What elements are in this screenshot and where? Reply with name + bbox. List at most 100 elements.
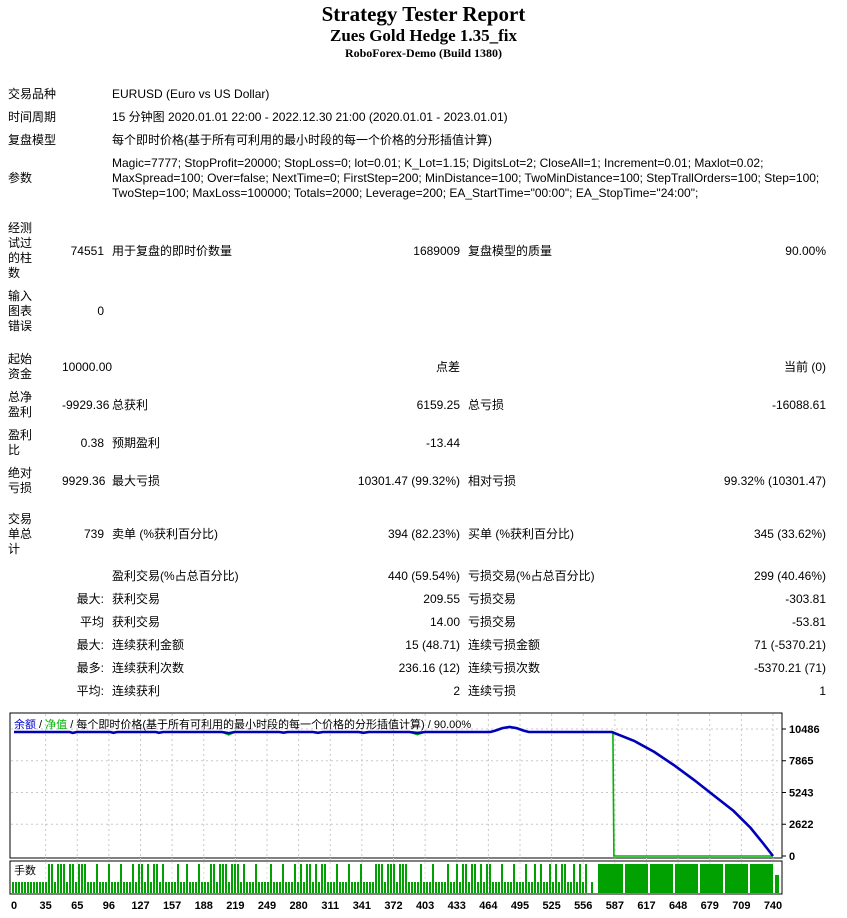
row-value-1: 平均:: [76, 684, 104, 698]
svg-text:249: 249: [258, 900, 276, 912]
row-label: [8, 688, 62, 696]
report-row: 平均: 连续获利 2 连续亏损 1: [8, 680, 826, 703]
row-label-2: 卖单 (%获利百分比): [112, 527, 218, 541]
svg-text:341: 341: [353, 900, 371, 912]
row-label-2: [104, 308, 310, 316]
row-text: 每个即时价格(基于所有可利用的最小时段的每一个价格的分形插值计算): [112, 133, 492, 147]
report-row: 输入 图表 错误 0: [8, 285, 826, 338]
equity-chart: 余额 / 净值 / 每个即时价格(基于所有可利用的最小时段的每一个价格的分形插值…: [0, 711, 847, 918]
row-label: 绝对 亏损: [8, 466, 33, 495]
row-label: 盈利 比: [8, 428, 33, 457]
row-text: 15 分钟图 2020.01.01 22:00 - 2022.12.30 21:…: [112, 110, 508, 124]
chart-canvas: 10486 7865 5243 2622 0 手数 0 35 65 96 127 157 188 219 2…: [9, 712, 820, 912]
legend-separator: /: [67, 719, 77, 731]
row-label: 输入 图表 错误: [8, 289, 33, 333]
svg-text:740: 740: [764, 900, 782, 912]
report-row: 最大: 获利交易 209.55 亏损交易 -303.81: [8, 588, 826, 611]
row-value-1: 74551: [70, 243, 104, 258]
row-value-3: 71 (-5370.21): [753, 638, 826, 652]
row-value-2: 14.00: [429, 615, 460, 629]
row-value-2: 点差: [435, 359, 460, 374]
legend-quality-label: 90.00%: [433, 719, 472, 731]
row-label-3: 买单 (%获利百分比): [468, 527, 574, 541]
row-label-3: 亏损交易: [468, 615, 517, 629]
row-value-3: [664, 439, 826, 447]
row-label-3: [460, 439, 664, 447]
row-label-3: 复盘模型的质量: [468, 243, 553, 258]
row-text: EURUSD (Euro vs US Dollar): [112, 87, 270, 101]
row-label: 总净 盈利: [8, 390, 33, 419]
row-label: 交易品种: [8, 87, 57, 101]
row-label-2: 获利交易: [112, 615, 161, 629]
svg-text:2622: 2622: [789, 819, 813, 831]
balance-line: [14, 725, 775, 857]
row-value-3: -16088.61: [771, 397, 826, 412]
row-value-3: 345 (33.62%): [753, 527, 826, 541]
row-value-2: [310, 308, 460, 316]
row-label-2: 最大亏损: [112, 473, 161, 488]
report-row: 最多: 连续获利次数 236.16 (12) 连续亏损次数 -5370.21 (71): [8, 657, 826, 680]
legend-balance-label: 余额: [14, 719, 36, 731]
row-value-3: -53.81: [791, 615, 826, 629]
row-label-3: [460, 308, 664, 316]
row-value-3: 299 (40.46%): [753, 569, 826, 583]
row-value-3: -303.81: [785, 592, 826, 606]
volume-title: 手数: [14, 863, 36, 877]
report-row: 复盘模型 每个即时价格(基于所有可利用的最小时段的每一个价格的分形插值计算): [8, 129, 826, 152]
row-label: 参数: [8, 171, 33, 185]
report-row: 最大: 连续获利金额 15 (48.71) 连续亏损金额 71 (-5370.21): [8, 634, 826, 657]
svg-text:0: 0: [789, 851, 795, 863]
volume-bars: [12, 864, 779, 893]
row-label: [8, 642, 62, 650]
row-value-1: [62, 137, 104, 145]
row-label-3: 亏损交易: [468, 592, 517, 606]
report-row: 总净 盈利 -9929.36 总获利 6159.25 总亏损 -16088.61: [8, 386, 826, 424]
report-header: Strategy Tester Report Zues Gold Hedge 1…: [0, 2, 847, 61]
report-row: 起始 资金 10000.00 点差 当前 (0): [8, 348, 826, 386]
row-value-1: [62, 91, 104, 99]
row-value-1: 10000.00: [62, 359, 113, 374]
row-value-3: 99.32% (10301.47): [723, 473, 826, 488]
svg-text:556: 556: [574, 900, 592, 912]
report-title: Strategy Tester Report: [321, 2, 526, 26]
svg-text:372: 372: [384, 900, 402, 912]
row-label-2: 连续获利次数: [112, 661, 185, 675]
server-build: RoboForex-Demo (Build 1380): [344, 46, 503, 60]
row-value-1: 最大:: [76, 638, 104, 652]
row-label-3: 连续亏损金额: [468, 638, 541, 652]
report-row: 参数 Magic=7777; StopProfit=20000; StopLoss…: [8, 152, 826, 205]
row-value-2: 1689009: [413, 243, 460, 258]
report-table: 交易品种 EURUSD (Euro vs US Dollar) 时间周期 15 分钟图…: [0, 83, 847, 703]
svg-text:587: 587: [606, 900, 624, 912]
row-label-3: 连续亏损: [468, 684, 517, 698]
svg-text:495: 495: [511, 900, 529, 912]
row-value-3: 1: [819, 684, 826, 698]
row-label: [8, 596, 62, 604]
row-label-2: 预期盈利: [112, 435, 161, 450]
report-row: 盈利 比 0.38 预期盈利 -13.44: [8, 424, 826, 462]
report-row: 时间周期 15 分钟图 2020.01.01 22:00 - 2022.12.30…: [8, 106, 826, 129]
row-value-3: [664, 308, 826, 316]
legend-separator: /: [424, 719, 434, 731]
report-row: 平均 获利交易 14.00 亏损交易 -53.81: [8, 611, 826, 634]
svg-text:7865: 7865: [789, 756, 813, 768]
svg-text:617: 617: [637, 900, 655, 912]
row-value-2: 10301.47 (99.32%): [357, 473, 460, 488]
row-label-3: 相对亏损: [468, 473, 517, 488]
chart-legend: 余额 / 净值 / 每个即时价格(基于所有可利用的最小时段的每一个价格的分形插值…: [14, 716, 471, 732]
row-value-2: 209.55: [423, 592, 460, 606]
legend-equity-label: 净值: [45, 719, 68, 731]
svg-text:127: 127: [131, 900, 149, 912]
row-value-2: 2: [453, 684, 460, 698]
report-row: 交易品种 EURUSD (Euro vs US Dollar): [8, 83, 826, 106]
svg-text:464: 464: [479, 900, 498, 912]
report-row: 盈利交易(%占总百分比) 440 (59.54%) 亏损交易(%占总百分比) 299 …: [8, 565, 826, 588]
row-value-1: 739: [83, 527, 104, 541]
ea-name: Zues Gold Hedge 1.35_fix: [329, 26, 517, 45]
row-value-1: -9929.36: [62, 397, 110, 412]
legend-separator: /: [36, 719, 46, 731]
row-value-1: 0.38: [80, 435, 104, 450]
row-value-2: 15 (48.71): [405, 638, 460, 652]
row-value-1: [62, 573, 104, 581]
svg-text:0: 0: [11, 900, 17, 912]
